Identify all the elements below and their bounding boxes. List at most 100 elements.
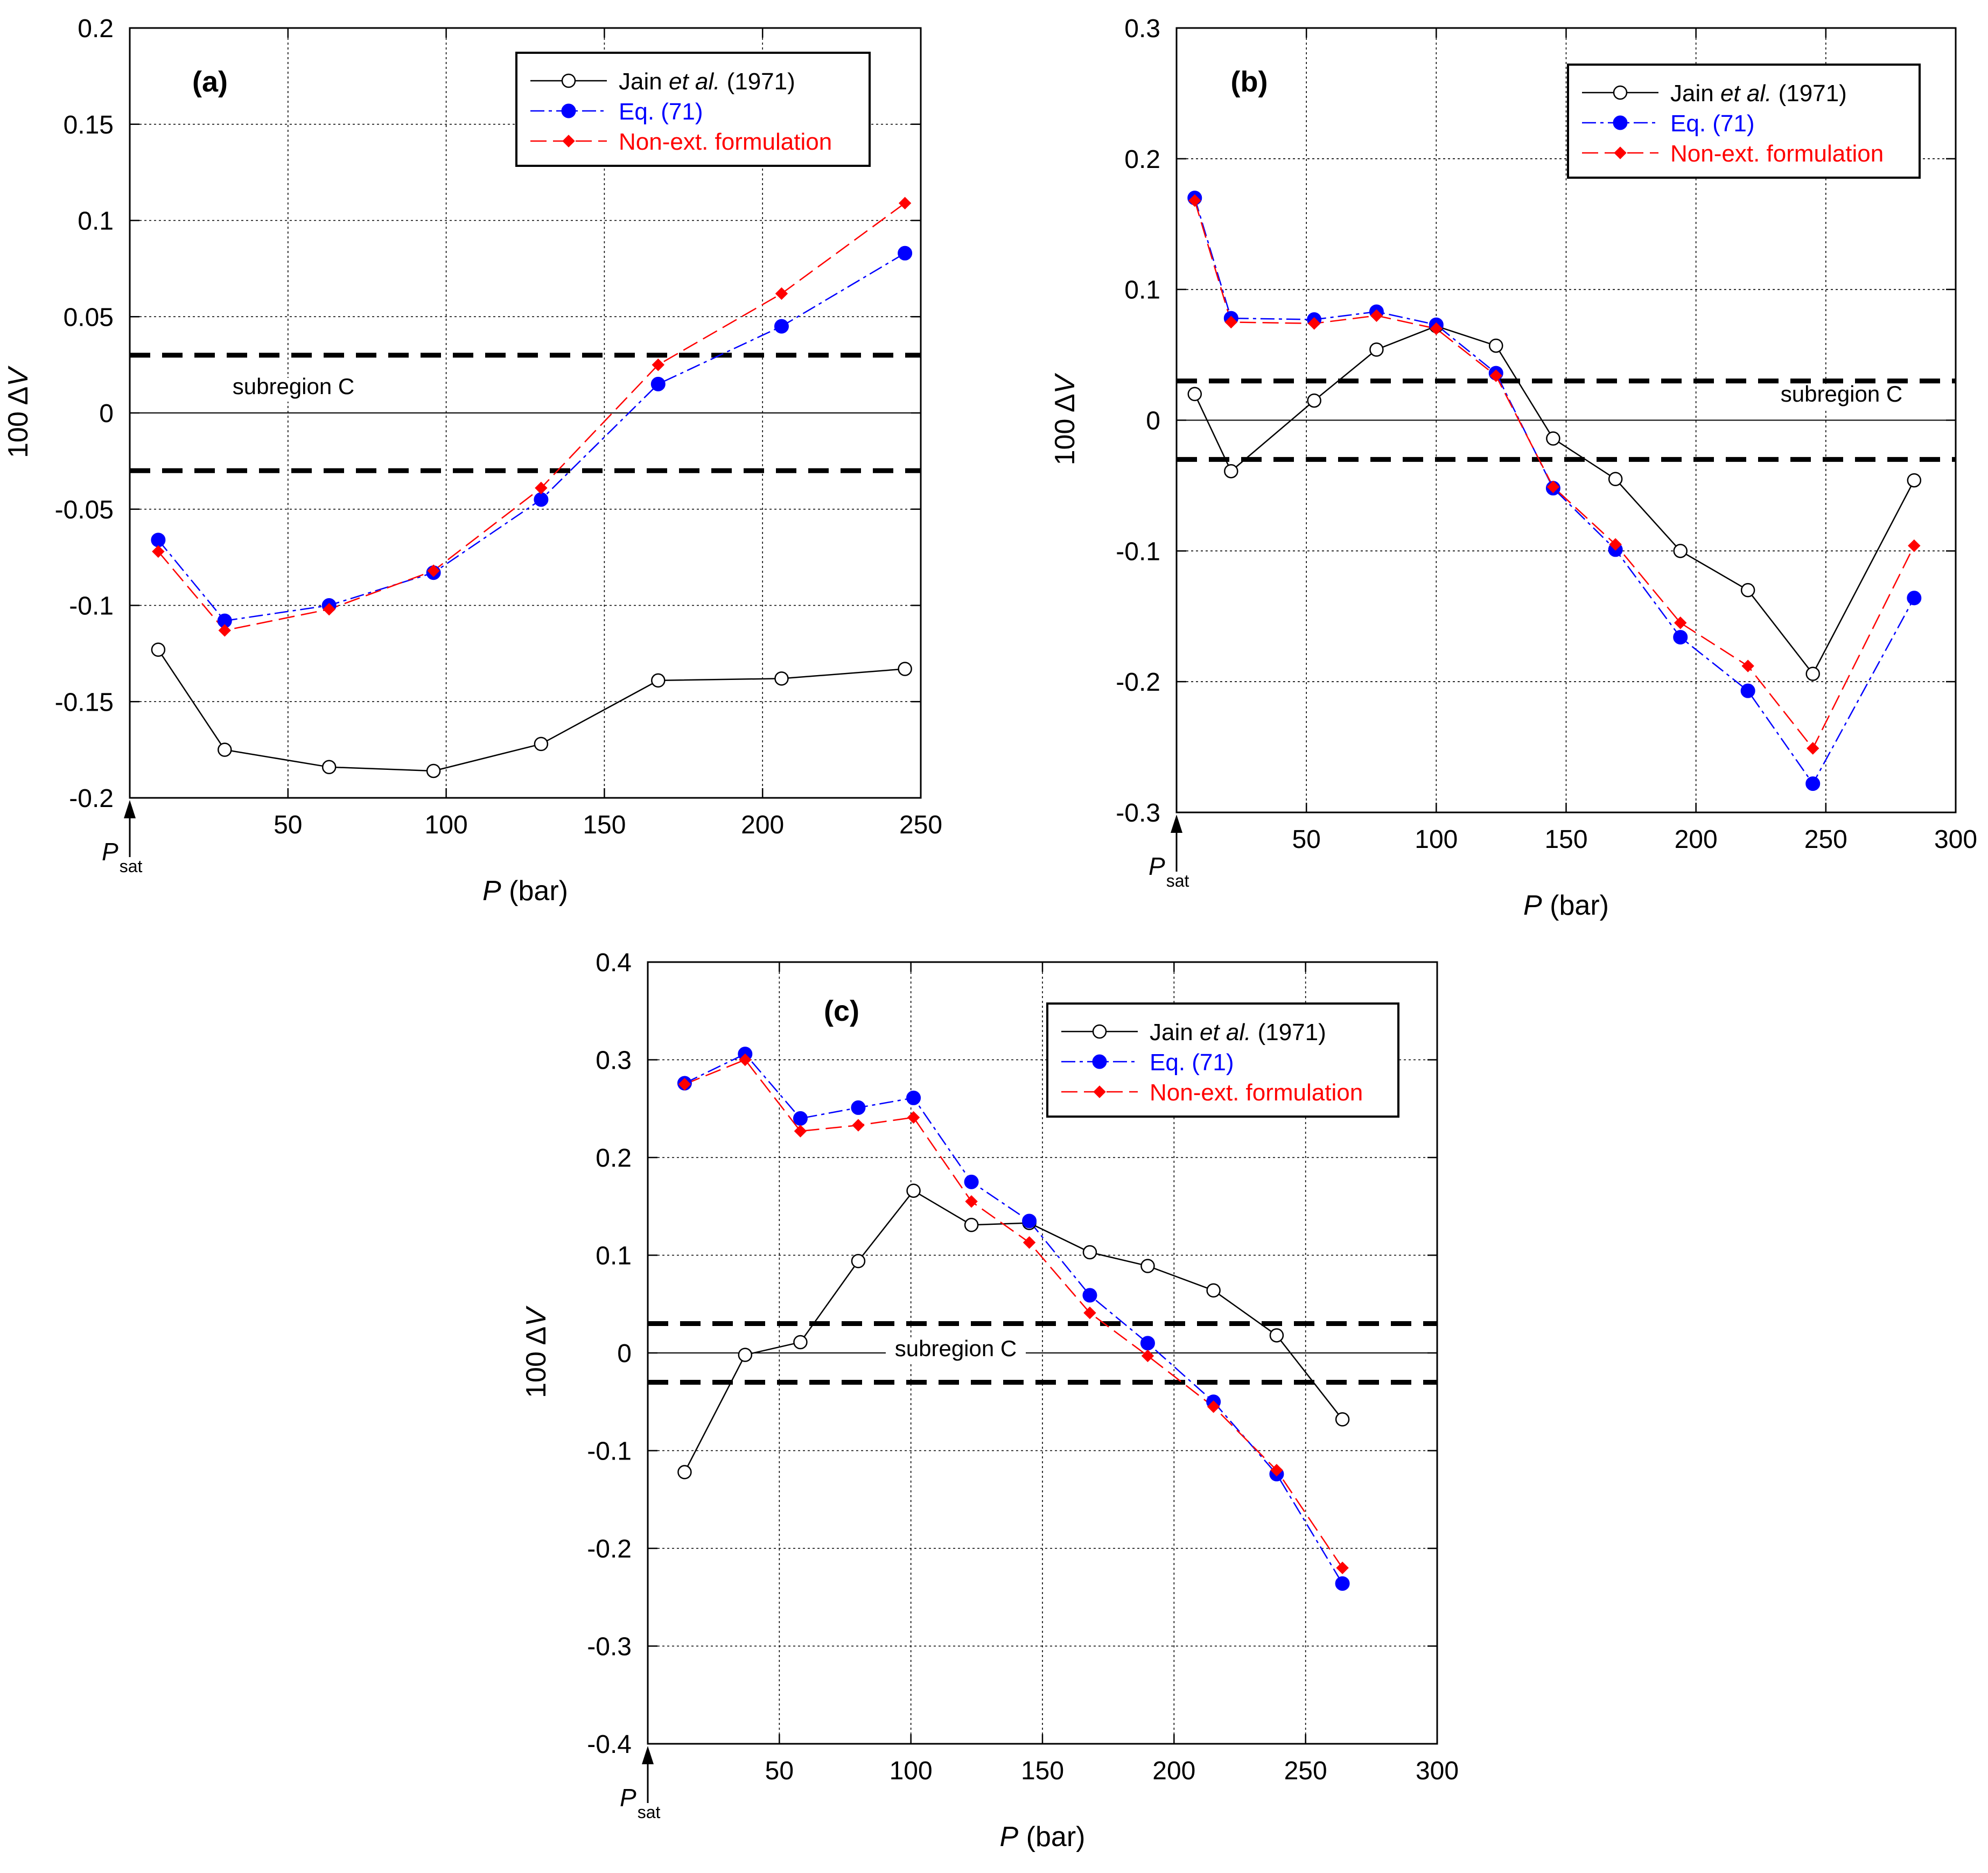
data-point-nonext — [1141, 1349, 1154, 1363]
legend-label-eq71: Eq. (71) — [1670, 110, 1755, 137]
legend-label-nonext: Non-ext. formulation — [619, 129, 832, 155]
y-tick-label: 0.1 — [596, 1242, 632, 1271]
y-tick-label: 0.1 — [1124, 276, 1160, 305]
band-label: subregion C — [895, 1336, 1017, 1361]
x-tick-label: 150 — [1544, 825, 1587, 854]
data-point-jain — [1546, 431, 1560, 446]
data-point-eq71 — [1335, 1576, 1350, 1591]
x-tick-label: 150 — [1021, 1757, 1064, 1785]
data-point-eq71 — [898, 245, 913, 261]
legend: Jain et al. (1971) Eq. (71) Non-ext. formu… — [1567, 64, 1921, 179]
legend-label-eq71: Eq. (71) — [1150, 1049, 1234, 1076]
data-point-jain — [738, 1348, 753, 1362]
data-point-jain — [1140, 1259, 1155, 1273]
y-tick-label: -0.2 — [69, 784, 114, 813]
data-point-nonext — [739, 1053, 752, 1067]
legend-label-jain: Jain et al. (1971) — [1150, 1019, 1326, 1046]
data-point-eq71 — [851, 1100, 866, 1115]
y-axis-label: 100 ΔV — [521, 1306, 552, 1398]
data-point-jain — [1369, 342, 1384, 357]
y-tick-label: 0.05 — [64, 303, 114, 332]
data-point-eq71 — [1140, 1336, 1155, 1351]
x-tick-label: 300 — [1934, 825, 1977, 854]
y-tick-label: 0 — [99, 399, 114, 428]
x-axis-label: P (bar) — [482, 875, 568, 907]
x-tick-label: 300 — [1416, 1757, 1459, 1785]
band-label-bg — [223, 378, 363, 402]
chart-panel-c: subregion C 50 100 150 200 250 300 -0.4 -0.3 -0.2… — [521, 949, 1459, 1853]
band-label-bg — [886, 1340, 1026, 1364]
series-line-nonext — [157, 202, 906, 632]
data-point-nonext — [1489, 369, 1502, 382]
legend-marker-jain — [561, 73, 576, 88]
y-tick-label: -0.1 — [587, 1437, 632, 1466]
data-point-jain — [1187, 387, 1202, 402]
data-point-nonext — [652, 358, 664, 371]
y-tick-label: -0.1 — [69, 592, 114, 621]
data-point-nonext — [323, 602, 335, 616]
psat-label: Psat — [1149, 852, 1189, 890]
data-point-jain — [151, 642, 166, 657]
x-tick-label: 250 — [1804, 825, 1847, 854]
data-point-nonext — [1224, 315, 1237, 329]
data-point-jain — [898, 662, 912, 676]
panel-label: (a) — [192, 66, 228, 98]
legend-marker-eq71 — [1092, 1054, 1107, 1069]
data-point-nonext — [535, 481, 548, 495]
series-line-nonext — [1194, 200, 1915, 750]
data-point-eq71 — [1805, 776, 1821, 791]
y-tick-label: -0.3 — [1116, 799, 1160, 827]
data-point-jain — [1224, 464, 1238, 479]
series-line-eq71 — [157, 252, 906, 622]
legend-label-nonext: Non-ext. formulation — [1670, 141, 1884, 167]
data-point-nonext — [1083, 1306, 1096, 1320]
y-tick-label: 0.3 — [596, 1047, 632, 1075]
x-tick-label: 250 — [899, 811, 942, 839]
data-point-eq71 — [964, 1174, 979, 1189]
y-tick-label: 0.3 — [1124, 15, 1160, 43]
data-point-jain — [1740, 583, 1755, 598]
chart-panel-b: subregion C 50 100 150 200 250 300 -0.3 -0.2 -0.1… — [1049, 15, 1977, 921]
legend-marker-nonext — [1093, 1085, 1106, 1098]
y-tick-label: 0 — [1146, 407, 1160, 436]
y-axis-label: 100 ΔV — [1049, 373, 1081, 465]
y-tick-label: 0.4 — [596, 949, 632, 977]
data-point-nonext — [1546, 480, 1560, 494]
data-point-nonext — [1674, 616, 1687, 629]
data-point-nonext — [152, 545, 165, 558]
band-label: subregion C — [1781, 381, 1902, 406]
data-point-jain — [851, 1254, 866, 1268]
psat-label: Psat — [102, 838, 142, 876]
y-tick-label: 0 — [617, 1339, 632, 1368]
data-point-nonext — [427, 564, 440, 577]
x-tick-label: 100 — [425, 811, 468, 839]
legend-label-jain: Jain et al. (1971) — [1670, 80, 1847, 107]
series-line-jain — [157, 649, 905, 772]
data-point-eq71 — [151, 532, 166, 548]
data-point-nonext — [1807, 742, 1819, 755]
y-tick-label: 0.15 — [64, 111, 114, 139]
x-tick-label: 50 — [765, 1757, 794, 1785]
data-point-eq71 — [534, 492, 549, 507]
x-tick-label: 150 — [583, 811, 626, 839]
y-tick-label: 0.2 — [78, 15, 114, 43]
data-point-eq71 — [1673, 630, 1688, 645]
legend: Jain et al. (1971) Eq. (71) Non-ext. formu… — [1046, 1002, 1399, 1118]
data-point-eq71 — [650, 376, 666, 391]
data-point-jain — [651, 673, 666, 688]
data-point-nonext — [1270, 1464, 1283, 1477]
data-point-nonext — [775, 287, 788, 300]
legend-marker-nonext — [562, 135, 575, 148]
y-tick-label: -0.3 — [587, 1633, 632, 1661]
psat-arrowhead — [642, 1746, 654, 1764]
x-tick-label: 200 — [1675, 825, 1718, 854]
data-point-eq71 — [1082, 1288, 1097, 1303]
data-point-jain — [1673, 544, 1688, 558]
data-point-eq71 — [1022, 1213, 1037, 1229]
legend: Jain et al. (1971) Eq. (71) Non-ext. formu… — [515, 52, 871, 167]
legend-marker-eq71 — [561, 103, 576, 118]
data-point-nonext — [1336, 1561, 1349, 1575]
x-tick-label: 50 — [274, 811, 302, 839]
data-point-nonext — [678, 1078, 691, 1091]
data-point-jain — [1307, 393, 1321, 408]
